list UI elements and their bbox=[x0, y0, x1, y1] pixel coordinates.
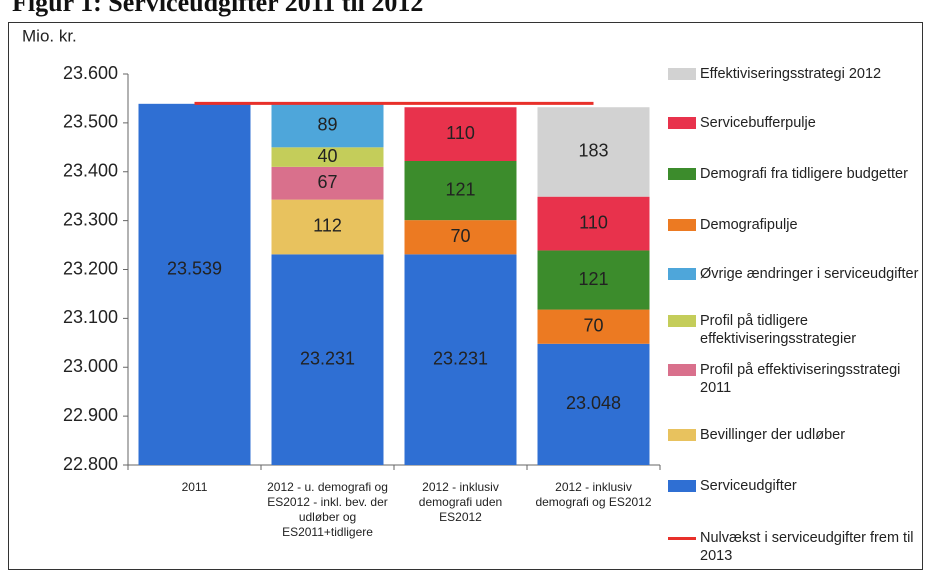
legend-swatch bbox=[668, 219, 696, 231]
chart-frame bbox=[8, 22, 923, 570]
legend-swatch bbox=[668, 537, 696, 540]
legend-swatch bbox=[668, 315, 696, 327]
legend-label: Effektiviseringsstrategi 2012 bbox=[700, 66, 882, 82]
y-tick-label: 23.200 bbox=[63, 258, 118, 278]
legend-label: Nulvækst i serviceudgifter frem til 2013 bbox=[700, 530, 914, 564]
legend-label: Bevillinger der udløber bbox=[700, 427, 846, 443]
data-label: 70 bbox=[583, 315, 603, 335]
bar-segment bbox=[271, 199, 384, 255]
bar-segment bbox=[537, 250, 650, 310]
legend-swatch bbox=[668, 117, 696, 129]
data-label: 23.048 bbox=[566, 393, 621, 413]
y-tick-label: 23.600 bbox=[63, 63, 118, 83]
y-tick-label: 22.800 bbox=[63, 454, 118, 474]
chart-title: Figur 1: Serviceudgifter 2011 til 2012 bbox=[12, 0, 424, 17]
bar-segment bbox=[537, 107, 650, 197]
y-tick-label: 23.300 bbox=[63, 209, 118, 229]
data-label: 40 bbox=[317, 146, 337, 166]
data-label: 112 bbox=[313, 216, 342, 236]
legend-swatch bbox=[668, 168, 696, 180]
x-tick-label: 2012 - inklusiv demografi uden ES2012 bbox=[418, 480, 503, 524]
y-tick-label: 23.500 bbox=[63, 112, 118, 132]
bar-segment bbox=[404, 107, 517, 161]
y-tick-label: 22.900 bbox=[63, 405, 118, 425]
data-label: 121 bbox=[445, 179, 475, 199]
bar-segment bbox=[271, 254, 384, 465]
legend-swatch bbox=[668, 480, 696, 492]
data-label: 23.539 bbox=[167, 258, 222, 278]
data-label: 23.231 bbox=[433, 348, 488, 368]
bar-segment bbox=[404, 160, 517, 221]
data-label: 23.231 bbox=[300, 348, 355, 368]
y-tick-label: 23.100 bbox=[63, 307, 118, 327]
legend-label: Servicebufferpulje bbox=[700, 115, 816, 131]
bar-segment bbox=[271, 147, 384, 167]
data-label: 121 bbox=[578, 269, 608, 289]
data-label: 70 bbox=[450, 226, 470, 246]
bar-segment bbox=[537, 196, 650, 251]
legend-swatch bbox=[668, 429, 696, 441]
bar-segment bbox=[537, 343, 650, 465]
data-label: 110 bbox=[446, 123, 475, 143]
x-tick-label: 2011 bbox=[181, 480, 208, 494]
bar-segment bbox=[404, 254, 517, 465]
data-label: 67 bbox=[317, 172, 337, 192]
legend-label: Demografi fra tidligere budgetter bbox=[700, 166, 908, 182]
data-label: 110 bbox=[579, 212, 608, 232]
legend-label: Serviceudgifter bbox=[700, 478, 797, 494]
legend-label: Profil på effektiviseringsstrategi 2011 bbox=[700, 362, 901, 396]
bar-segment bbox=[404, 220, 517, 255]
legend-label: Demografipulje bbox=[700, 217, 798, 233]
y-tick-label: 23.400 bbox=[63, 161, 118, 181]
legend-swatch bbox=[668, 268, 696, 280]
x-tick-label: 2012 - inklusiv demografi og ES2012 bbox=[535, 480, 652, 509]
bar-segment bbox=[271, 103, 384, 148]
legend-swatch bbox=[668, 364, 696, 376]
bar-segment bbox=[537, 309, 650, 344]
legend-label: Profil på tidligere effektiviseringsstra… bbox=[700, 313, 857, 347]
x-tick-label: 2012 - u. demografi og ES2012 - inkl. be… bbox=[267, 480, 388, 539]
data-label: 183 bbox=[578, 141, 608, 161]
legend-label: Øvrige ændringer i serviceudgifter bbox=[700, 266, 919, 282]
y-axis-label: Mio. kr. bbox=[22, 26, 77, 45]
bar-segment bbox=[271, 166, 384, 200]
y-tick-label: 23.000 bbox=[63, 356, 118, 376]
data-label: 89 bbox=[317, 114, 337, 134]
legend-swatch bbox=[668, 68, 696, 80]
bar-segment bbox=[138, 103, 251, 465]
